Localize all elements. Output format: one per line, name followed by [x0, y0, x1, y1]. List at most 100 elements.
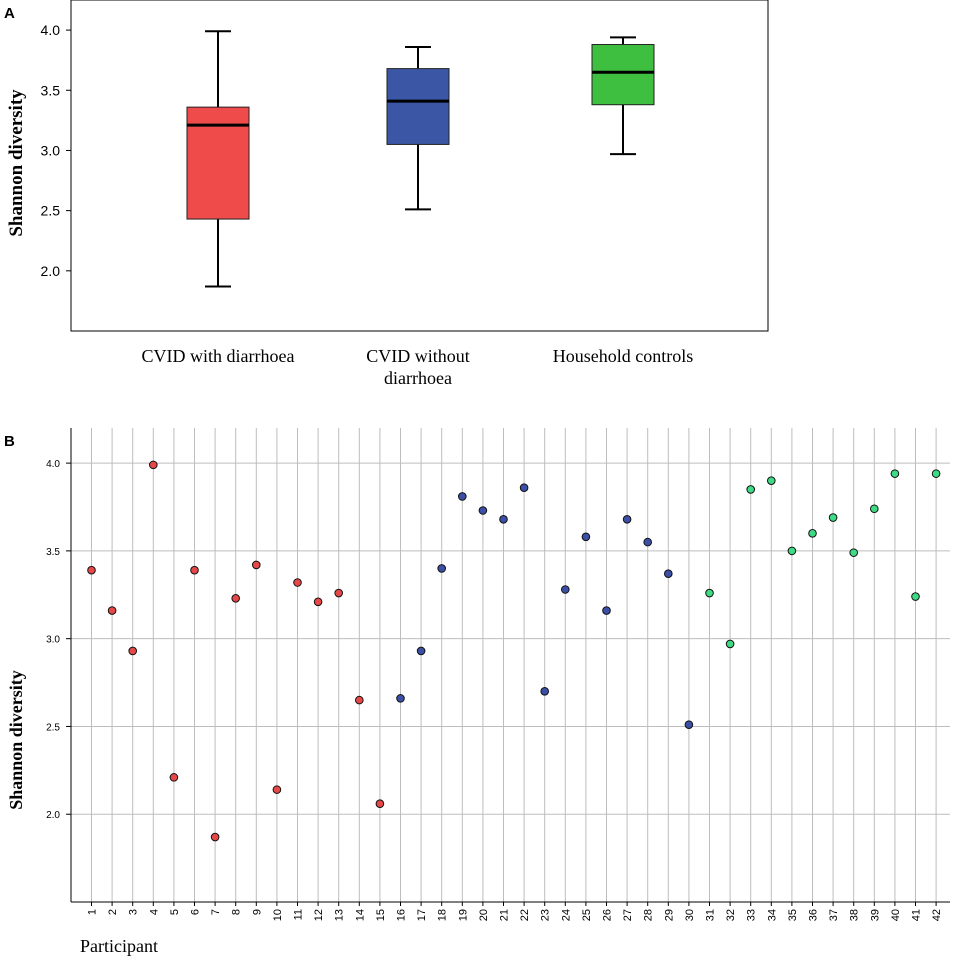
participant-tick-label: 12 — [313, 909, 325, 921]
participant-tick-label: 34 — [766, 909, 778, 921]
participant-tick-label: 16 — [396, 909, 408, 921]
participant-point-27 — [622, 514, 632, 524]
participant-point-40 — [890, 469, 900, 478]
box-3 — [591, 36, 655, 156]
participant-tick-label: 32 — [725, 909, 737, 921]
participant-tick-label: 27 — [622, 909, 634, 921]
participant-point-29 — [664, 569, 673, 579]
participant-tick-label: 15 — [375, 909, 387, 921]
category-label: CVID with diarrhoea — [142, 346, 295, 366]
participant-tick-label: 8 — [231, 909, 243, 915]
participant-point-25 — [581, 532, 591, 542]
participant-point-15 — [375, 799, 385, 808]
panel-b-y-axis-label: Shannon diversity — [6, 670, 26, 810]
participant-point-28 — [643, 537, 653, 547]
participant-tick-label: 25 — [581, 909, 593, 921]
participant-point-34 — [767, 476, 776, 485]
participant-tick-label: 35 — [787, 909, 799, 921]
panel-b-y-tick-label: 3.5 — [46, 547, 60, 558]
panel-a-y-tick-label: 4.0 — [41, 22, 61, 38]
category-label: CVID without — [366, 346, 470, 366]
participant-tick-label: 23 — [540, 909, 552, 921]
participant-point-38 — [849, 548, 859, 557]
participant-point-20 — [478, 506, 488, 515]
panel-a-y-tick-label: 3.0 — [41, 142, 61, 158]
participant-tick-label: 14 — [354, 909, 366, 921]
panel-b-y-tick-label: 3.0 — [46, 635, 60, 646]
panel-a-boxes — [186, 30, 655, 288]
participant-point-41 — [911, 592, 920, 601]
participant-point-16 — [396, 694, 405, 703]
box-1 — [186, 30, 250, 288]
participant-tick-label: 36 — [808, 909, 820, 921]
category-label: Household controls — [553, 346, 693, 366]
participant-point-22 — [519, 483, 529, 492]
participant-tick-label: 5 — [169, 909, 181, 915]
panel-a-y-ticks: 4.0 3.5 3.0 2.5 2.0 — [41, 22, 71, 279]
participant-point-13 — [334, 588, 344, 598]
panel-b-points — [87, 460, 941, 842]
panel-a-y-tick-label: 2.5 — [41, 203, 61, 219]
participant-tick-label: 22 — [519, 909, 531, 921]
participant-point-37 — [828, 513, 838, 522]
participant-point-5 — [169, 773, 179, 782]
participant-point-9 — [251, 560, 261, 570]
participant-point-14 — [355, 695, 364, 705]
panel-b-y-tick-label: 2.0 — [46, 810, 60, 821]
participant-tick-label: 4 — [148, 909, 160, 915]
box-iqr — [591, 44, 655, 106]
participant-tick-label: 9 — [251, 909, 263, 915]
participant-point-32 — [725, 639, 735, 649]
participant-tick-label: 30 — [684, 909, 696, 921]
participant-point-6 — [190, 565, 199, 575]
panel-a-label: A — [4, 5, 15, 22]
panel-b-grid — [71, 428, 950, 902]
participant-tick-label: 19 — [457, 909, 469, 921]
participant-point-10 — [272, 785, 282, 794]
participant-tick-label: 1 — [87, 909, 99, 915]
participant-tick-label: 13 — [334, 909, 346, 921]
panel-b-y-tick-label: 2.5 — [46, 722, 60, 733]
participant-tick-label: 3 — [128, 909, 140, 915]
participant-tick-label: 17 — [416, 909, 428, 921]
participant-tick-label: 26 — [602, 909, 614, 921]
panel-a-y-tick-label: 2.0 — [41, 263, 61, 279]
participant-point-11 — [293, 578, 302, 587]
participant-tick-label: 2 — [107, 909, 119, 915]
participant-point-42 — [931, 469, 941, 478]
panel-b-y-ticks: 4.0 3.5 3.0 2.5 2.0 — [46, 459, 71, 821]
participant-point-31 — [705, 588, 714, 598]
participant-point-23 — [540, 687, 550, 696]
participant-point-3 — [128, 646, 137, 656]
participant-tick-label: 40 — [890, 909, 902, 921]
participant-point-21 — [499, 514, 508, 524]
participant-point-26 — [602, 606, 611, 615]
participant-tick-label: 37 — [828, 909, 840, 921]
participant-point-30 — [684, 720, 694, 729]
participant-point-33 — [746, 485, 756, 494]
panel-b-label: B — [4, 433, 15, 450]
participant-point-18 — [437, 564, 447, 573]
participant-tick-label: 7 — [210, 909, 222, 915]
panel-a-plot-frame — [70, 0, 769, 332]
participant-point-39 — [870, 504, 879, 514]
participant-tick-label: 42 — [931, 909, 943, 921]
panel-b-y-tick-label: 4.0 — [46, 459, 60, 470]
box-2 — [386, 45, 450, 211]
participant-tick-label: 24 — [560, 909, 572, 921]
panel-a-category-labels: CVID with diarrhoea CVID withoutdiarrhoea… — [142, 346, 694, 388]
participant-point-12 — [313, 597, 323, 607]
participant-point-7 — [210, 832, 220, 842]
participant-point-2 — [107, 606, 117, 615]
participant-tick-label: 11 — [293, 909, 305, 920]
participant-tick-label: 10 — [272, 909, 284, 921]
participant-tick-label: 39 — [869, 909, 881, 921]
participant-point-24 — [561, 585, 570, 594]
box-iqr — [386, 68, 450, 145]
category-label: diarrhoea — [384, 368, 452, 388]
participant-tick-label: 20 — [478, 909, 490, 921]
panel-b-x-ticks: 1 2 3 4 5 6 7 8 9 10 11 12 13 14 15 16 17 18 19 20 21 22 23 24 2… — [87, 902, 943, 921]
panel-a-y-axis-label: Shannon diversity — [6, 89, 27, 237]
panel-a-boxplot: A Shannon diversity 4.0 3.5 3.0 2.5 2.0 CVID… — [4, 0, 769, 388]
